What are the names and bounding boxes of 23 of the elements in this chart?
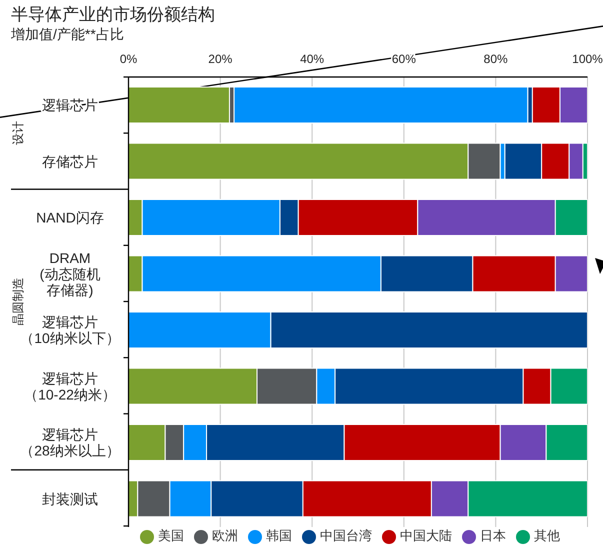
x-tick-label: 80% (484, 52, 508, 66)
legend-label: 其他 (534, 528, 560, 543)
legend-label: 美国 (158, 528, 184, 543)
text: 设计 (11, 121, 25, 146)
bar (128, 86, 230, 124)
x-tick-label: 60% (392, 52, 416, 66)
y-tick-label: NAND闪存 (36, 210, 104, 226)
legend-label: 中国台湾 (320, 528, 372, 543)
legend-label: 中国大陆 (400, 528, 452, 543)
x-tick-label: 40% (300, 52, 324, 66)
x-tick-label: 20% (208, 52, 233, 66)
y-tick-label: 封装测试 (42, 490, 98, 507)
legend-label: 欧洲 (212, 528, 238, 543)
x-tick-label: 0% (120, 52, 138, 66)
chart-title: 半导体产业的市场份额结构 (11, 4, 215, 26)
chart-subtitle: 增加值/产能**占比 (11, 26, 124, 44)
legend-label: 韩国 (266, 528, 292, 543)
y-tick-label: DRAM (动态随机存储器) (40, 250, 100, 298)
x-tick-label: 100% (572, 52, 603, 66)
legend-label: 日本 (480, 528, 506, 543)
y-tick-label: 逻辑芯片（28纳米以上） (20, 426, 120, 459)
y-tick-label: 存储芯片 (42, 153, 98, 170)
y-tick-label: 逻辑芯片（10-22纳米） (24, 370, 116, 402)
